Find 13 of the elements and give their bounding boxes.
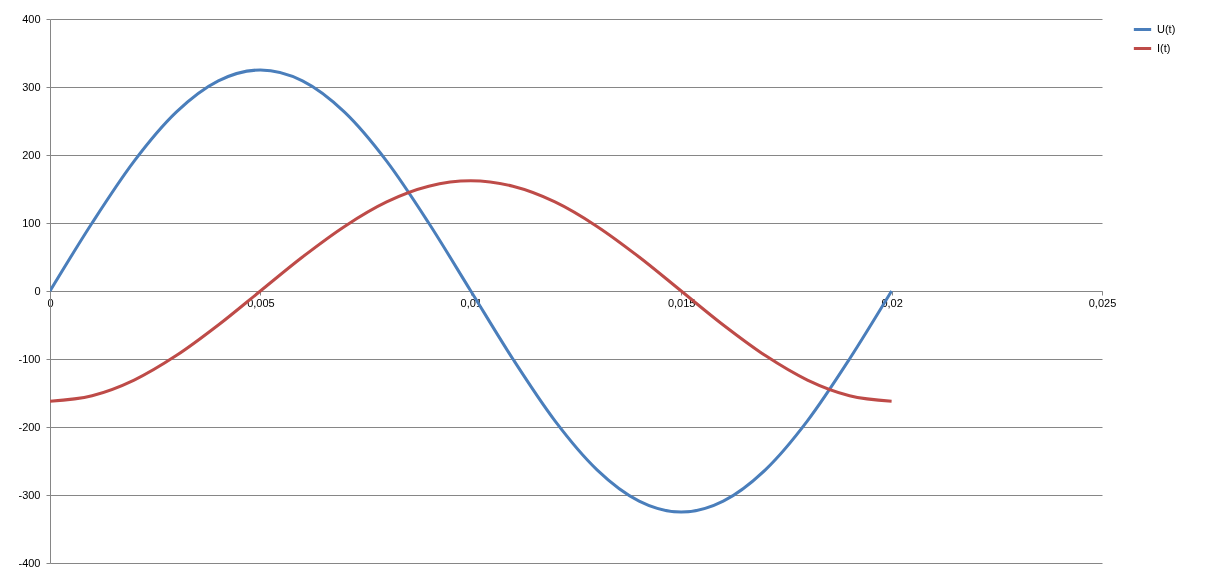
x-tick-label: 0,025 [1088, 296, 1117, 309]
y-tick-label: 0 [34, 284, 41, 297]
y-tick-label: 200 [22, 148, 41, 161]
y-tick-label: -400 [18, 556, 41, 569]
legend-label: I(t) [1157, 41, 1171, 54]
y-tick-label: 400 [22, 12, 41, 25]
y-tick-label: -100 [18, 352, 41, 365]
y-tick-label: -200 [18, 420, 41, 433]
x-tick-label: 0,015 [667, 296, 696, 309]
y-tick-label: 300 [22, 80, 41, 93]
y-tick-label: 100 [22, 216, 41, 229]
legend-label: U(t) [1157, 22, 1176, 35]
y-tick-label: -300 [18, 488, 41, 501]
